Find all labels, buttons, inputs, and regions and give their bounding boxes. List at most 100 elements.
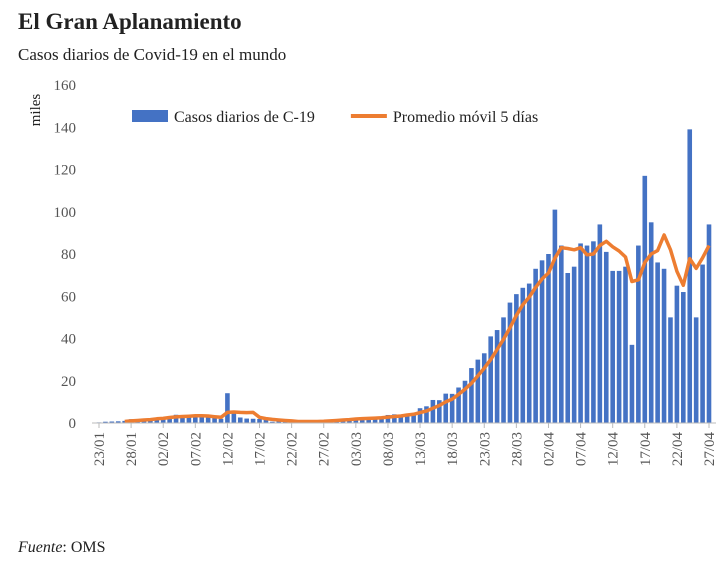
x-tick-label: 18/03 xyxy=(445,432,461,466)
x-tick-label: 22/04 xyxy=(670,432,686,467)
x-tick-label: 07/04 xyxy=(574,432,590,467)
x-tick-label: 12/04 xyxy=(606,432,622,467)
bar xyxy=(571,266,577,423)
chart-title: El Gran Aplanamiento xyxy=(18,9,242,34)
y-tick-label: 80 xyxy=(61,247,76,263)
bar xyxy=(115,421,121,423)
bar xyxy=(603,251,609,423)
bar xyxy=(263,419,269,423)
bar xyxy=(623,266,628,423)
bar xyxy=(481,353,487,423)
bar xyxy=(392,414,397,423)
bar xyxy=(469,368,474,423)
bar xyxy=(186,416,192,423)
y-tick-label: 60 xyxy=(61,289,76,305)
bar xyxy=(379,417,384,423)
bar xyxy=(270,421,275,423)
x-tick-label: 07/02 xyxy=(188,432,204,466)
bar xyxy=(584,245,590,423)
bar xyxy=(231,412,237,423)
x-tick-label: 27/02 xyxy=(317,432,333,466)
bar xyxy=(610,270,615,423)
bar xyxy=(700,264,705,423)
chart-subtitle: Casos diarios de Covid-19 en el mundo xyxy=(18,45,286,64)
bar xyxy=(494,330,500,423)
bar xyxy=(526,283,532,423)
bar xyxy=(109,421,115,423)
legend-label: Casos diarios de C-19 xyxy=(174,109,315,126)
bar xyxy=(655,262,660,423)
x-tick-label: 22/02 xyxy=(285,432,301,466)
x-tick-label: 23/01 xyxy=(92,432,108,466)
bar xyxy=(257,418,262,423)
source-label: Fuente xyxy=(17,539,62,556)
bar xyxy=(475,359,481,423)
legend-label: Promedio móvil 5 días xyxy=(393,109,538,126)
bar xyxy=(552,209,558,423)
bar xyxy=(193,415,198,423)
bar xyxy=(443,393,449,423)
bar xyxy=(122,420,127,423)
bar xyxy=(501,317,506,423)
bar xyxy=(411,413,416,423)
bar xyxy=(546,254,551,423)
bar xyxy=(648,222,654,423)
y-tick-label: 160 xyxy=(54,78,77,94)
bar xyxy=(661,268,667,423)
bar xyxy=(276,421,282,423)
bar xyxy=(629,344,635,423)
x-tick-label: 03/03 xyxy=(349,432,365,466)
bar xyxy=(250,418,256,423)
bar xyxy=(103,421,108,423)
source: Fuente: OMS xyxy=(17,539,106,556)
bar xyxy=(539,260,545,423)
legend-swatch xyxy=(132,110,168,122)
bar xyxy=(424,406,429,423)
bar xyxy=(693,317,699,423)
y-tick-label: 20 xyxy=(61,374,76,390)
bar xyxy=(681,292,686,423)
x-tick-label: 28/01 xyxy=(124,432,140,466)
bar xyxy=(199,417,205,423)
x-tick-label: 12/02 xyxy=(220,432,236,466)
bar xyxy=(674,285,680,423)
bar xyxy=(398,415,404,423)
y-tick-label: 140 xyxy=(54,120,77,136)
x-tick-label: 28/03 xyxy=(509,432,525,466)
y-tick-label: 100 xyxy=(54,205,77,221)
x-tick-label: 08/03 xyxy=(381,432,397,466)
x-tick-label: 02/02 xyxy=(156,432,172,466)
bar xyxy=(616,270,622,423)
bar xyxy=(462,380,468,423)
bar xyxy=(456,387,461,423)
bar xyxy=(559,245,564,423)
x-tick-label: 17/02 xyxy=(253,432,269,466)
bar xyxy=(366,418,371,423)
y-tick-label: 120 xyxy=(54,163,77,179)
bar xyxy=(533,268,538,423)
bar xyxy=(668,317,673,423)
x-tick-label: 23/03 xyxy=(477,432,493,466)
bar xyxy=(225,393,230,423)
bar xyxy=(597,224,603,423)
bar xyxy=(180,415,185,423)
x-tick-label: 27/04 xyxy=(702,432,718,467)
bar xyxy=(237,417,243,423)
bar xyxy=(218,418,224,423)
y-tick-label: 0 xyxy=(69,416,77,432)
moving-average-line xyxy=(124,233,711,424)
y-axis-label: miles xyxy=(28,94,44,127)
bar xyxy=(404,413,410,423)
bar xyxy=(437,400,442,423)
bar xyxy=(212,417,217,423)
bar xyxy=(514,294,519,423)
bar xyxy=(417,408,423,423)
bar xyxy=(687,129,693,424)
bar xyxy=(372,417,378,423)
bar xyxy=(591,241,596,423)
bar xyxy=(578,243,583,423)
bar xyxy=(488,336,493,423)
bar xyxy=(520,287,526,423)
bar xyxy=(173,414,179,423)
